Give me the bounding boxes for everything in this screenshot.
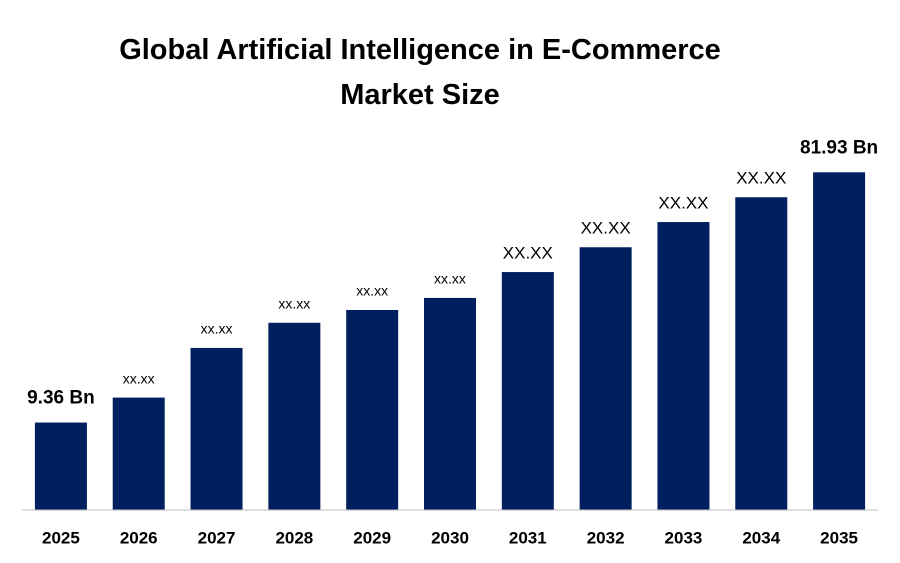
data-label: xx.xx	[356, 283, 388, 299]
bar	[424, 297, 476, 510]
bar	[579, 247, 632, 510]
bar	[346, 310, 399, 510]
bar	[813, 172, 866, 510]
bar	[735, 197, 788, 510]
x-tick-label: 2029	[353, 528, 391, 547]
data-label: xx.xx	[201, 321, 233, 337]
data-label: xx.xx	[123, 370, 155, 386]
x-tick-label: 2034	[742, 528, 780, 547]
x-tick-label: 2028	[275, 528, 313, 547]
x-tick-label: 2030	[431, 528, 469, 547]
bar	[112, 397, 165, 510]
data-label: 9.36 Bn	[27, 388, 95, 409]
data-label: xx.xx	[278, 295, 310, 311]
bar	[190, 347, 243, 510]
chart-title: Global Artificial Intelligence in E-Comm…	[119, 34, 721, 111]
x-tick-label: 2035	[820, 528, 858, 547]
x-tick-label: 2026	[120, 528, 158, 547]
x-tick-label: 2025	[42, 528, 80, 547]
x-tick-label: 2031	[509, 528, 547, 547]
data-label: 81.93 Bn	[800, 137, 878, 158]
data-label: xx.xx	[434, 271, 466, 287]
data-label: XX.XX	[658, 194, 708, 213]
data-label: XX.XX	[581, 219, 631, 238]
bar	[268, 322, 321, 510]
data-label: XX.XX	[503, 244, 553, 263]
x-tick-label: 2032	[587, 528, 625, 547]
x-tick-label: 2027	[198, 528, 236, 547]
x-tick-label: 2033	[665, 528, 703, 547]
bar	[34, 422, 87, 510]
bar	[657, 222, 710, 510]
bar	[501, 272, 554, 510]
data-label: XX.XX	[736, 169, 786, 188]
